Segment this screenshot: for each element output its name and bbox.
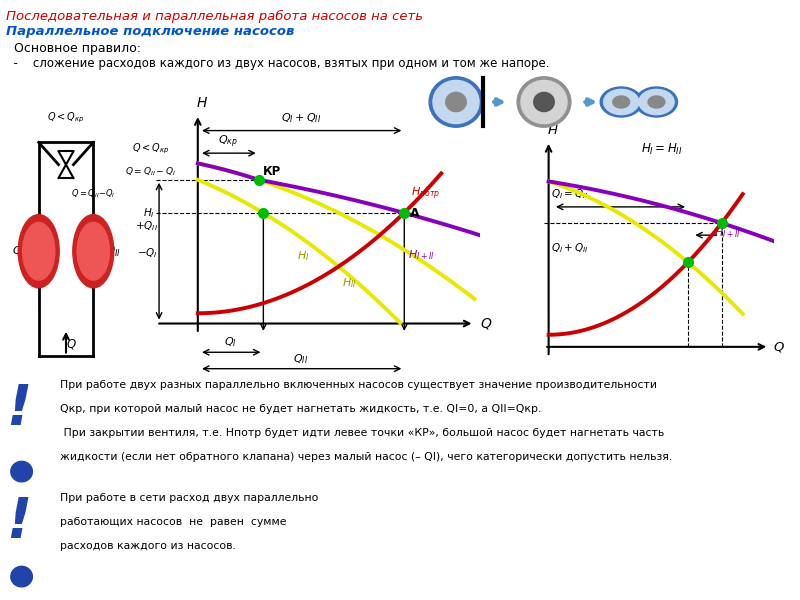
- Text: $Q{<}Q_{кр}$: $Q{<}Q_{кр}$: [47, 110, 85, 125]
- Text: $-Q_I$: $-Q_I$: [137, 246, 158, 260]
- Text: $H_I = H_{II}$: $H_I = H_{II}$: [642, 142, 682, 157]
- Circle shape: [603, 89, 639, 115]
- Text: $Q_I$: $Q_I$: [13, 244, 26, 258]
- Text: Основное правило:: Основное правило:: [6, 42, 142, 55]
- Text: $Q_I$: $Q_I$: [224, 335, 237, 349]
- Text: $Q = Q_{II} - Q_I$: $Q = Q_{II} - Q_I$: [126, 166, 176, 178]
- Text: жидкости (если нет обратного клапана) через малый насос (– QΙ), чего категоричес: жидкости (если нет обратного клапана) че…: [60, 452, 672, 463]
- Text: Последовательная и параллельная работа насосов на сеть: Последовательная и параллельная работа н…: [6, 10, 423, 23]
- Text: работающих насосов  не  равен  сумме: работающих насосов не равен сумме: [60, 517, 286, 527]
- Circle shape: [639, 89, 674, 115]
- Text: $Q{=}Q_{II}{-}Q_I$: $Q{=}Q_{II}{-}Q_I$: [71, 187, 116, 200]
- Circle shape: [10, 566, 32, 587]
- Circle shape: [10, 461, 32, 482]
- Circle shape: [635, 87, 678, 117]
- Text: $Q_{II}$: $Q_{II}$: [105, 244, 121, 259]
- Circle shape: [521, 80, 567, 124]
- Text: H: H: [548, 124, 558, 137]
- Text: !: !: [6, 495, 32, 549]
- Text: A: A: [410, 207, 419, 220]
- Text: Qкр, при которой малый насос не будет нагнетать жидкость, т.е. QΙ=0, а QΙΙ=Qкр.: Qкр, при которой малый насос не будет на…: [60, 404, 542, 415]
- Circle shape: [18, 215, 59, 288]
- Circle shape: [77, 223, 110, 280]
- Text: H: H: [197, 96, 207, 110]
- Text: $H_{потр}$: $H_{потр}$: [411, 186, 441, 202]
- Circle shape: [534, 92, 554, 112]
- Circle shape: [517, 77, 571, 127]
- Circle shape: [73, 215, 114, 288]
- Text: Q: Q: [774, 340, 784, 353]
- Text: $H_{I+II}$: $H_{I+II}$: [714, 226, 741, 239]
- Text: $Q_I = Q_{II}$: $Q_I = Q_{II}$: [551, 187, 589, 201]
- Text: $H_I$: $H_I$: [298, 249, 310, 263]
- Text: $Q_I + Q_{II}$: $Q_I + Q_{II}$: [551, 242, 589, 256]
- Circle shape: [446, 92, 466, 112]
- Circle shape: [648, 96, 665, 108]
- Text: $Q_{II}$: $Q_{II}$: [294, 352, 309, 365]
- Text: $Q_{кр}$: $Q_{кр}$: [218, 134, 238, 150]
- Text: $Q{<}Q_{кр}$: $Q{<}Q_{кр}$: [132, 142, 170, 156]
- Text: -    сложение расходов каждого из двух насосов, взятых при одном и том же напоре: - сложение расходов каждого из двух насо…: [6, 57, 550, 70]
- Text: При работе двух разных параллельно включенных насосов существует значение произв: При работе двух разных параллельно включ…: [60, 380, 657, 391]
- Text: $H_{I+II}$: $H_{I+II}$: [408, 248, 434, 262]
- Text: $Q_I + Q_{II}$: $Q_I + Q_{II}$: [281, 112, 321, 125]
- Circle shape: [429, 77, 483, 127]
- Text: $H_{II}$: $H_{II}$: [342, 277, 357, 290]
- Circle shape: [22, 223, 55, 280]
- Text: Q: Q: [480, 317, 491, 331]
- Text: При закрытии вентиля, т.е. Hпотр будет идти левее точки «КР», большой насос буде: При закрытии вентиля, т.е. Hпотр будет и…: [60, 428, 664, 439]
- Text: При работе в сети расход двух параллельно: При работе в сети расход двух параллельн…: [60, 493, 318, 503]
- Text: КР: КР: [263, 165, 281, 178]
- Circle shape: [600, 87, 642, 117]
- Text: расходов каждого из насосов.: расходов каждого из насосов.: [60, 541, 236, 551]
- Text: Параллельное подключение насосов: Параллельное подключение насосов: [6, 25, 294, 38]
- Text: $Q$: $Q$: [66, 337, 77, 352]
- Text: $H_I$: $H_I$: [143, 206, 155, 220]
- Circle shape: [613, 96, 630, 108]
- Text: $+Q_{II}$: $+Q_{II}$: [134, 220, 158, 233]
- Circle shape: [433, 80, 479, 124]
- Text: !: !: [6, 382, 32, 436]
